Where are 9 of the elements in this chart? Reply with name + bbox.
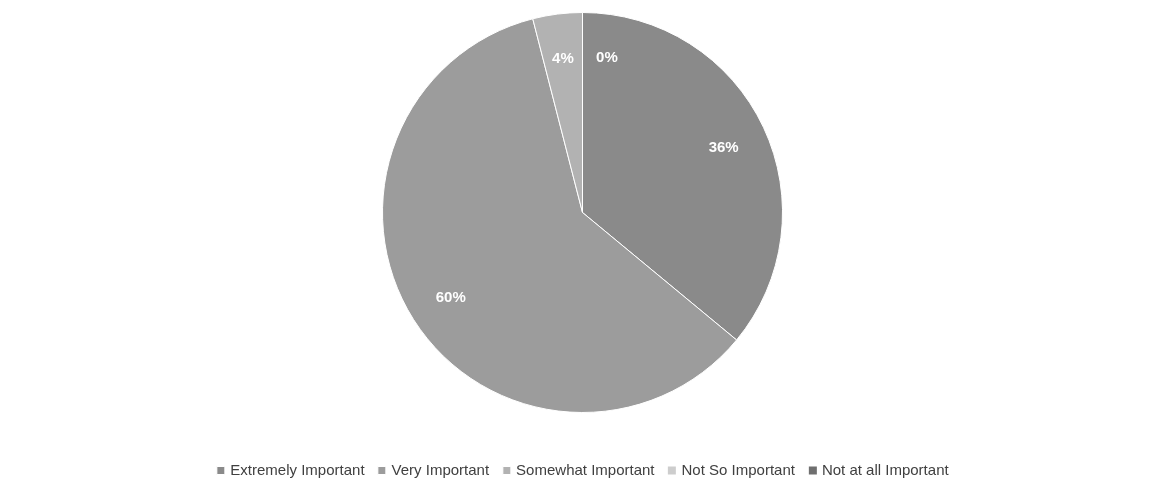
legend-label: Very Important	[391, 461, 490, 478]
data-label: 36%	[708, 137, 739, 155]
data-label: 4%	[552, 49, 574, 67]
legend-label: Not at all Important	[821, 461, 949, 478]
text: 0%	[596, 48, 618, 65]
legend-label: Not So Important	[681, 461, 795, 478]
data-label: 60%	[435, 287, 466, 305]
legend-label: Somewhat Important	[516, 461, 655, 478]
legend-label: Extremely Important	[230, 461, 365, 478]
